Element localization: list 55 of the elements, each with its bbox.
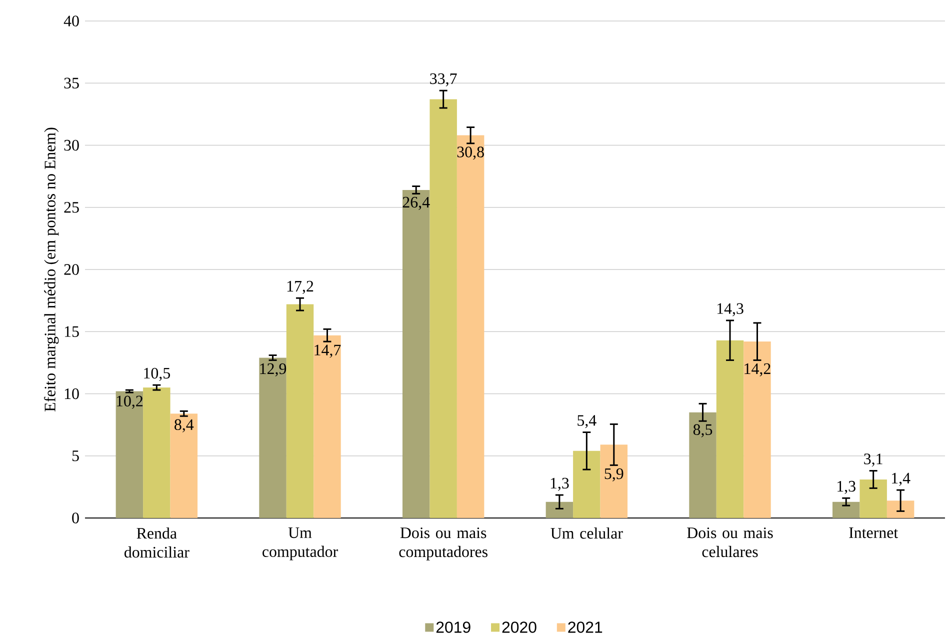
data-label: 1,3 [550,478,569,491]
bar [430,99,457,518]
bar [860,479,887,518]
x-tick-label: Um computador [262,527,338,560]
bar [143,388,170,518]
x-tick-label: Dois ou mais computadores [399,527,488,560]
legend-label: 2021 [568,622,602,633]
y-tick-label: 40 [64,16,79,26]
y-tick-label: 35 [64,78,79,88]
legend-label: 2019 [436,622,470,633]
data-label: 30,8 [457,146,484,160]
data-label: 26,4 [402,196,430,210]
legend-label: 2020 [502,622,536,633]
data-label: 1,3 [838,480,856,494]
x-tick-label: Renda domiciliar [124,527,190,558]
data-label: 12,9 [260,363,286,376]
bar [573,450,600,518]
y-tick-label: 10 [64,388,79,400]
y-tick-label: 5 [72,450,79,462]
data-label: 14,3 [717,303,744,316]
data-label: 33,7 [430,73,457,86]
bar [689,412,716,518]
bar [744,342,771,518]
y-tick-label: 25 [64,202,79,213]
y-tick-label: 15 [64,326,79,337]
data-label: 5,4 [578,415,596,428]
x-tick-label: Dois ou mais celulares [687,527,773,558]
bar [286,304,314,518]
y-tick-label: 0 [72,512,79,524]
bar [314,335,341,518]
bar [832,502,860,518]
bar [716,340,744,518]
y-tick-label: 30 [64,140,79,151]
data-label: 14,2 [744,363,770,376]
bar [886,500,914,518]
bar [170,414,198,518]
data-label: 8,5 [693,424,712,438]
data-label: 17,2 [287,280,314,294]
data-label: 10,2 [116,396,143,409]
bar [116,391,144,518]
data-label: 5,9 [604,468,624,482]
bar [456,135,484,518]
bar [546,502,574,518]
data-label: 8,4 [174,419,194,432]
bar [259,358,286,518]
data-label: 10,5 [144,368,170,381]
bar [600,444,628,518]
data-label: 1,4 [892,472,910,486]
data-label: 14,7 [314,344,341,358]
y-tick-label: 20 [64,264,79,275]
data-label: 3,1 [864,454,882,467]
x-tick-label: Internet [849,527,898,538]
x-tick-label: Um celular [550,527,623,539]
y-axis-title: Efeito marginal médio (em pontos no Enem) [44,128,59,412]
bar [402,190,430,518]
